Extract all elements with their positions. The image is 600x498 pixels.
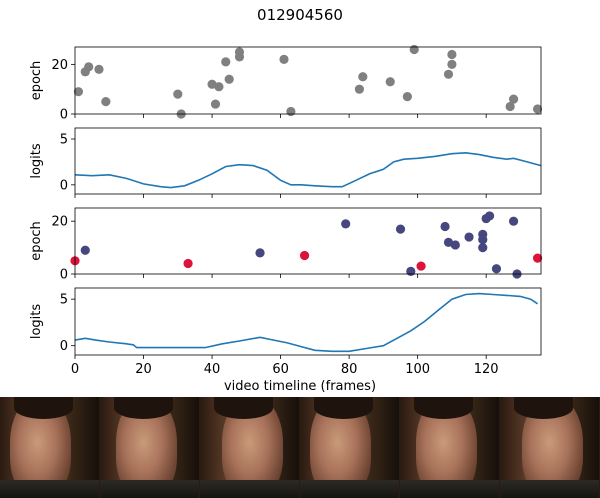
scatter-point xyxy=(279,54,289,65)
video-filmstrip xyxy=(0,397,600,498)
video-frame-thumbnail xyxy=(100,397,200,498)
y-tick-label: 0 xyxy=(60,268,68,283)
y-tick-label: 0 xyxy=(60,178,68,193)
scatter-point xyxy=(416,261,426,271)
scatter-point xyxy=(183,258,193,269)
x-tick-label: 100 xyxy=(405,362,430,377)
x-axis-label: video timeline (frames) xyxy=(224,379,376,394)
scatter-point xyxy=(406,266,416,276)
panel-3: 0 20 epoch xyxy=(29,207,543,283)
scatter-point xyxy=(234,47,245,57)
scatter-point xyxy=(224,74,234,84)
y-tick-label: 5 xyxy=(60,133,68,148)
plot-frame xyxy=(74,207,542,275)
scatter-point xyxy=(73,87,84,97)
video-frame-thumbnail xyxy=(400,397,500,498)
x-tick-label: 120 xyxy=(474,362,499,377)
scatter-point xyxy=(505,101,515,112)
y-tick-label: 0 xyxy=(60,339,68,354)
video-frame-thumbnail xyxy=(200,397,300,498)
scatter-point xyxy=(173,89,183,99)
scatter-point xyxy=(464,232,474,242)
scatter-point xyxy=(447,59,457,69)
plot-frame xyxy=(74,127,542,195)
scatter-point xyxy=(94,64,104,74)
panel-2: 0 5 logits xyxy=(29,127,542,198)
scatter-point xyxy=(354,84,364,94)
series-line xyxy=(74,292,539,353)
panel-1: 0 20 epoch xyxy=(29,44,543,123)
plot-frame xyxy=(74,46,542,115)
scatter-point xyxy=(101,96,111,107)
scatter-point xyxy=(532,104,543,114)
video-frame-thumbnail xyxy=(500,397,600,498)
scatter-point xyxy=(80,245,90,255)
scatter-point xyxy=(443,69,454,79)
y-axis-label: epoch xyxy=(29,61,44,101)
scatter-point xyxy=(255,248,265,258)
scatter-point xyxy=(358,72,368,82)
y-tick-label: 5 xyxy=(60,293,68,308)
scatter-point xyxy=(508,94,519,104)
scatter-point xyxy=(385,77,395,87)
scatter-point xyxy=(341,219,351,229)
scatter-point xyxy=(221,57,231,67)
x-tick-label: 80 xyxy=(341,362,358,377)
scatter-point xyxy=(447,49,457,60)
scatter-point xyxy=(395,224,406,234)
figure-title: 012904560 xyxy=(257,6,343,24)
scatter-point xyxy=(440,221,450,232)
y-tick-label: 0 xyxy=(60,108,68,123)
video-frame-thumbnail xyxy=(300,397,400,498)
scatter-point xyxy=(532,253,543,263)
scatter-point xyxy=(214,82,224,92)
scatter-point xyxy=(508,216,519,226)
panel-4: 0 5 0 20 40 60 80 100 120 logits xyxy=(29,287,542,377)
scatter-point xyxy=(409,44,419,55)
scatter-point xyxy=(210,99,221,109)
x-tick-label: 40 xyxy=(204,362,221,377)
plot-frame xyxy=(74,287,542,356)
scatter-point xyxy=(491,264,502,274)
scatter-point xyxy=(84,62,94,72)
scatter-point xyxy=(450,240,460,250)
scatter-point xyxy=(402,92,412,102)
scatter-point xyxy=(485,211,495,221)
scatter-point xyxy=(478,243,488,253)
panels: 0 20 epoch 0 5 logits 0 20 epoch 0 5 0 20 40 60 80 100 12… xyxy=(29,44,543,377)
scatter-point xyxy=(299,250,310,261)
y-axis-label: logits xyxy=(29,304,44,340)
scatter-point xyxy=(478,235,488,245)
y-tick-label: 20 xyxy=(51,58,68,73)
y-tick-label: 20 xyxy=(51,215,68,230)
x-tick-label: 0 xyxy=(71,362,79,377)
figure: 012904560 0 20 epoch 0 5 logits 0 20 epoch 0 5 0 20 4… xyxy=(29,6,543,394)
x-tick-label: 20 xyxy=(135,362,152,377)
x-tick-label: 60 xyxy=(272,362,289,377)
series-line xyxy=(74,151,542,189)
y-axis-label: epoch xyxy=(29,221,44,261)
scatter-point xyxy=(286,106,296,117)
y-axis-label: logits xyxy=(29,143,44,179)
video-frame-thumbnail xyxy=(0,397,100,498)
